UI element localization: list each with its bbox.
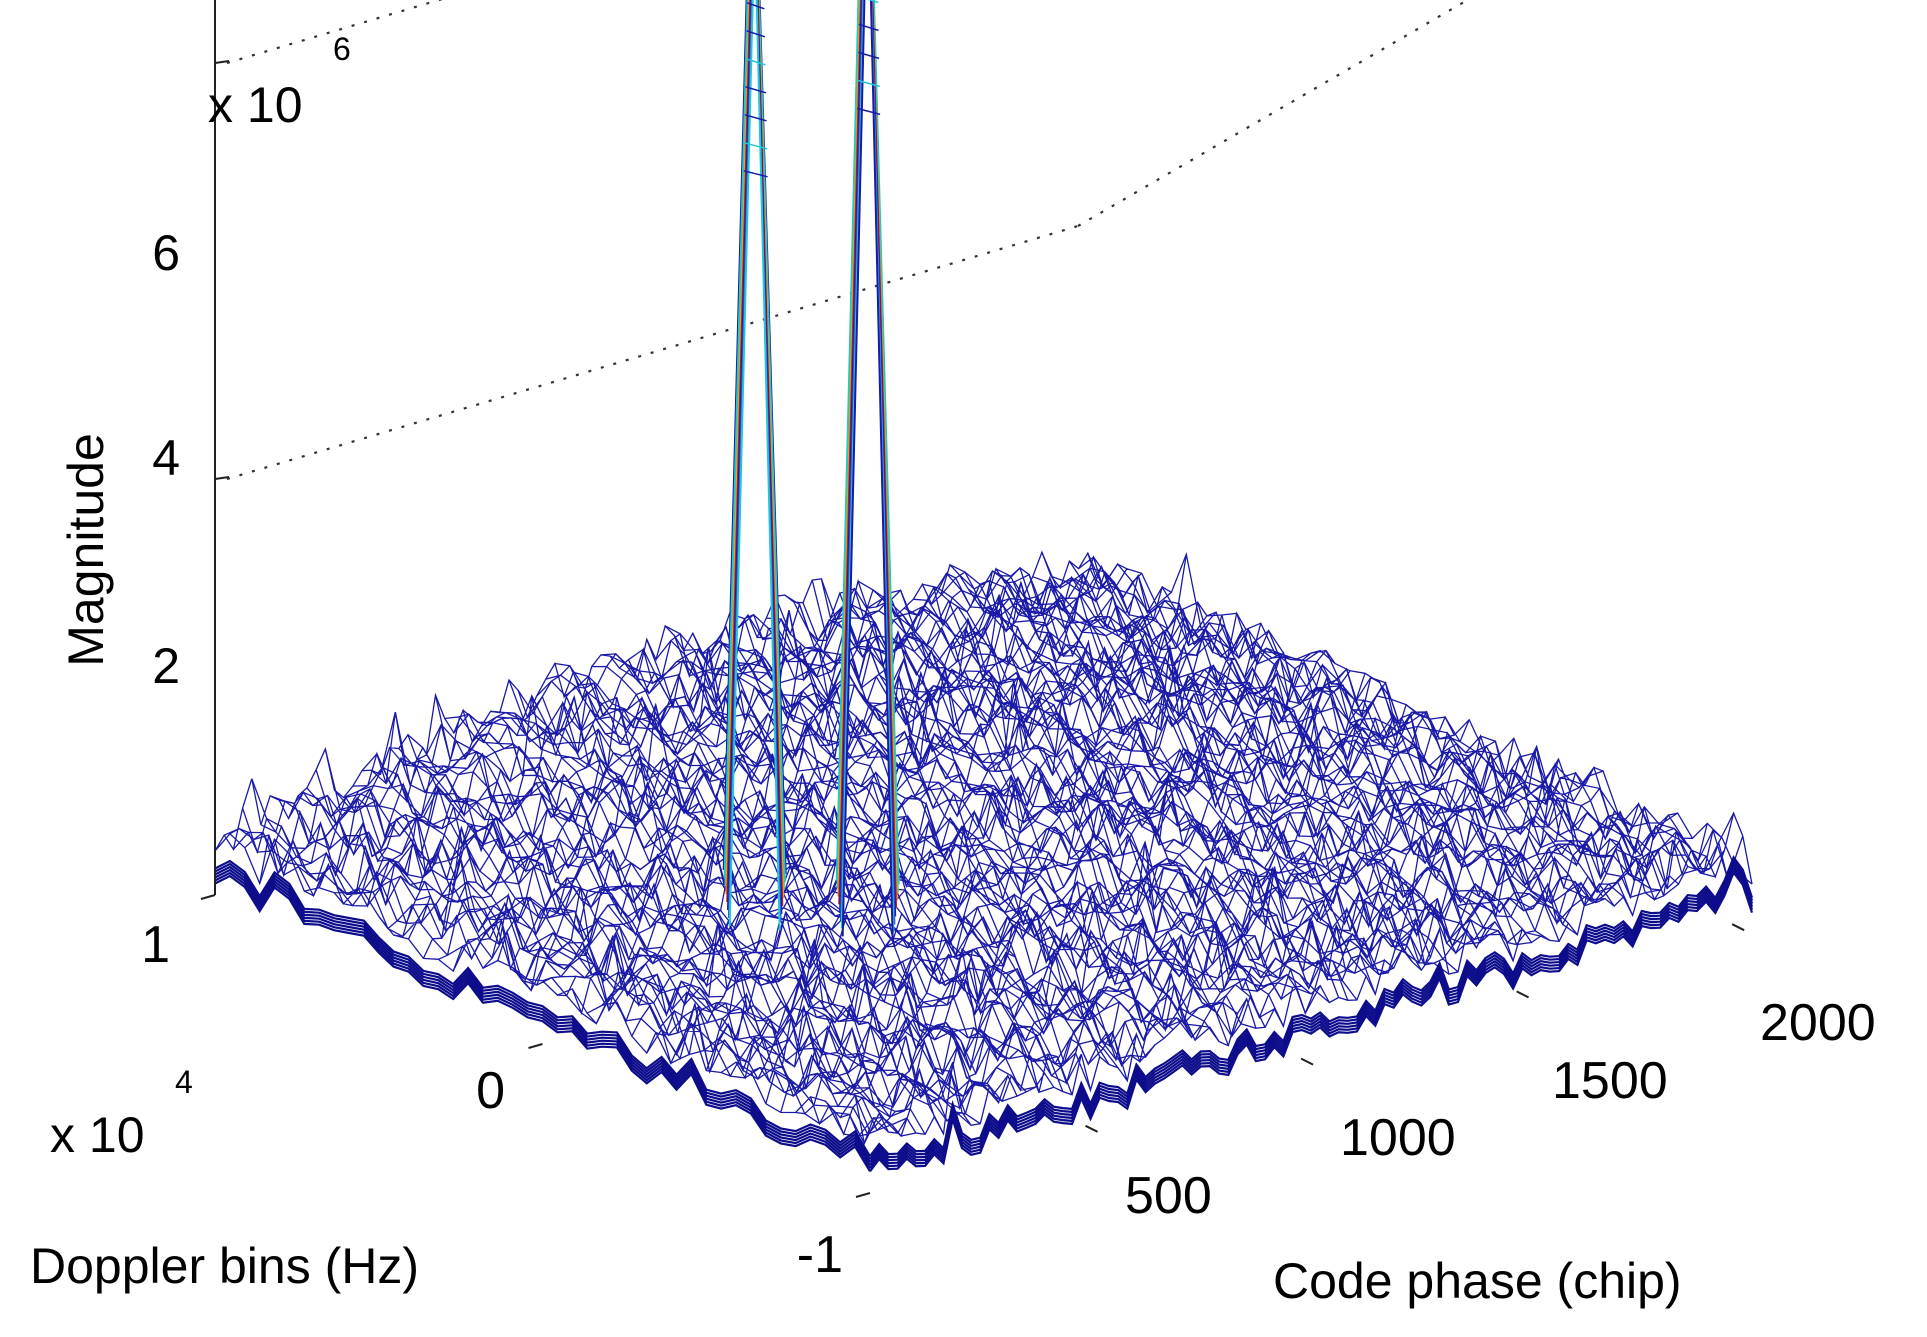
y-tick-mark bbox=[200, 894, 216, 900]
y-axis-label: Doppler bins (Hz) bbox=[30, 1238, 419, 1294]
z-exponent-power: 6 bbox=[333, 31, 351, 67]
y-exponent-power: 4 bbox=[175, 1064, 193, 1100]
back-grid-lines bbox=[215, 0, 1470, 481]
x-tick-mark bbox=[1731, 923, 1745, 932]
x-tick-mark bbox=[1085, 1124, 1098, 1133]
grid-line-left bbox=[226, 0, 443, 65]
mesh-left-edge bbox=[214, 874, 871, 1172]
x-tick-label-500: 500 bbox=[1125, 1167, 1212, 1225]
z-tick-label-4: 4 bbox=[152, 430, 180, 486]
mesh-left-edge bbox=[214, 859, 871, 1157]
surface-mesh bbox=[214, 550, 1754, 1172]
y-tick-label-minus1: -1 bbox=[797, 1226, 843, 1284]
peak-2-crosslink bbox=[857, 79, 880, 88]
grid-line-left bbox=[226, 224, 1079, 481]
peak-2-crosslink bbox=[858, 51, 880, 60]
mesh-front-edge bbox=[869, 864, 1754, 1166]
peak-2-crosslink bbox=[868, 0, 879, 4]
mesh-left-edge bbox=[214, 871, 871, 1169]
z-tick-label-2: 2 bbox=[152, 638, 180, 694]
y-tick-label-1: 1 bbox=[141, 916, 170, 974]
peak-1-crosslink bbox=[745, 86, 767, 94]
peak-mesh bbox=[722, 0, 900, 941]
peak-2-crosslink bbox=[858, 23, 879, 32]
peak-1-crosslink bbox=[746, 2, 765, 10]
z-tick-label-6: 6 bbox=[152, 225, 180, 281]
peak-1-crosslink bbox=[745, 58, 766, 66]
mesh-left-edge bbox=[214, 868, 871, 1166]
z-axis-label: Magnitude bbox=[58, 433, 114, 667]
y-tick-mark bbox=[528, 1043, 543, 1049]
x-tick-mark bbox=[1516, 990, 1530, 999]
x-tick-label-1000: 1000 bbox=[1340, 1109, 1456, 1167]
mesh-front-edge bbox=[869, 870, 1754, 1172]
peak-2-crosslink bbox=[857, 107, 881, 116]
z-tick-mark bbox=[214, 60, 230, 64]
y-exponent-prefix: x 10 bbox=[50, 1107, 145, 1163]
y-tick-label-0: 0 bbox=[476, 1062, 505, 1120]
z-tick-mark bbox=[214, 476, 230, 480]
mesh-left-edge bbox=[214, 862, 871, 1160]
peak-1-crosslink bbox=[744, 142, 768, 150]
y-tick-mark bbox=[855, 1192, 871, 1198]
mesh-front-edge bbox=[869, 861, 1754, 1163]
grid-helper bbox=[215, 406, 1078, 479]
peak-1-crosslink bbox=[743, 170, 768, 178]
peak-1-crosslink bbox=[744, 114, 767, 122]
z-exponent-prefix: x 10 bbox=[208, 77, 303, 133]
mesh-left-edge bbox=[214, 865, 871, 1163]
x-tick-mark bbox=[1300, 1057, 1314, 1066]
x-axis-label: Code phase (chip) bbox=[1273, 1253, 1682, 1309]
peak-1-crosslink bbox=[746, 30, 766, 38]
peak-2-line bbox=[841, 0, 894, 941]
grid-line-right bbox=[1077, 0, 1470, 227]
x-tick-label-2000: 2000 bbox=[1760, 994, 1876, 1052]
peak-1-line bbox=[728, 0, 781, 931]
mesh-front-edge bbox=[869, 855, 1754, 1157]
mesh-front-edge bbox=[869, 867, 1754, 1169]
x-tick-label-1500: 1500 bbox=[1552, 1052, 1668, 1110]
axes bbox=[200, 0, 1745, 1198]
mesh-front-edge bbox=[869, 858, 1754, 1160]
